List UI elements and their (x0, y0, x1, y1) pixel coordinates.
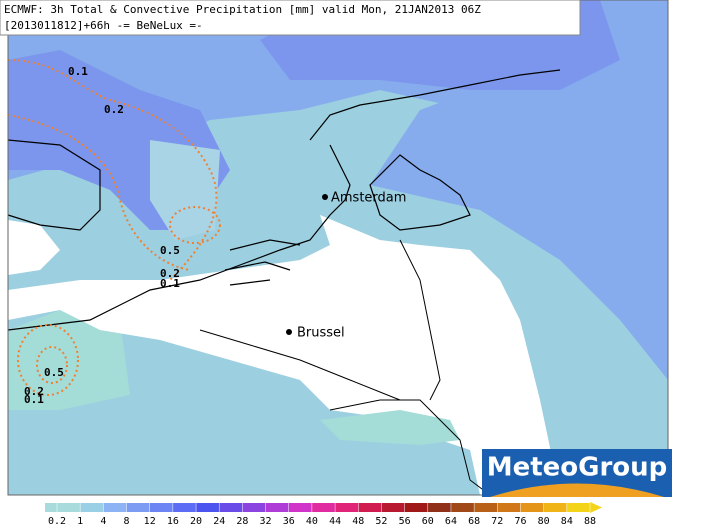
border (199, 239, 491, 496)
precip-cyan (320, 410, 460, 445)
colorbar-label: 32 (260, 516, 272, 527)
coastline (369, 154, 471, 231)
colorbar-bin (450, 503, 475, 512)
contour-label: 0.1 (68, 65, 88, 78)
colorbar-label: 36 (283, 516, 295, 527)
colorbar-bin (57, 503, 81, 512)
contour-label: 0.5 (160, 244, 180, 257)
colorbar-arrow (590, 502, 602, 513)
coastlines (7, 69, 561, 496)
contour-label: 0.1 (160, 277, 180, 290)
colorbar-label: 0.2 (48, 516, 66, 527)
colorbar-label: 68 (468, 516, 480, 527)
land-white (8, 220, 60, 275)
colorbar-bin (358, 503, 382, 512)
colorbar-bin (126, 503, 151, 512)
colorbar-label: 48 (352, 516, 364, 527)
colorbar-bin (288, 503, 313, 512)
colorbar-bin (404, 503, 429, 512)
contour-label: 0.1 (24, 393, 44, 406)
colorbar-label: 12 (144, 516, 156, 527)
header-box (0, 0, 581, 36)
logo-arc (490, 483, 664, 497)
city-dot (322, 194, 328, 200)
colorbar-label: 52 (375, 516, 387, 527)
colorbar-label: 8 (124, 516, 130, 527)
contours (7, 59, 221, 396)
colorbar-bin (311, 503, 336, 512)
colorbar-bin (335, 503, 359, 512)
coastline (7, 69, 561, 331)
map-frame (7, 0, 669, 496)
colorbar-bin (149, 503, 174, 512)
colorbar-bin (381, 503, 406, 512)
header-title: ECMWF: 3h Total & Convective Precipitati… (4, 3, 481, 16)
contour-label: 0.2 (24, 385, 44, 398)
colorbar-label: 76 (514, 516, 526, 527)
colorbar-bin (427, 503, 452, 512)
colorbar-label: 1 (77, 516, 83, 527)
colorbar-bin (172, 503, 197, 512)
colorbar-bin (196, 503, 220, 512)
contour (17, 324, 79, 396)
colorbar-bin (566, 503, 591, 512)
colorbar-label: 16 (167, 516, 179, 527)
colorbar-bin (242, 503, 267, 512)
colorbar-label: 40 (306, 516, 318, 527)
colorbar-label: 28 (236, 516, 248, 527)
header-subtitle: [2013011812]+66h -= BeNeLux =- (4, 19, 203, 32)
colorbar-label: 88 (584, 516, 596, 527)
city-dot (286, 329, 292, 335)
colorbar-label: 64 (445, 516, 457, 527)
contour (7, 59, 218, 281)
colorbar-bin (80, 503, 104, 512)
colorbar-bin (103, 503, 128, 512)
colorbar-label: 20 (190, 516, 202, 527)
colorbar-bin (219, 503, 243, 512)
colorbar-bin (265, 503, 290, 512)
colorbar-label: 24 (213, 516, 225, 527)
contour-label: 0.2 (160, 267, 180, 280)
city-label: Amsterdam (331, 191, 406, 206)
colorbar-label: 72 (491, 516, 503, 527)
precip-light (150, 140, 220, 240)
coastline (7, 139, 101, 231)
colorbar-label: 56 (399, 516, 411, 527)
colorbar-label: 4 (100, 516, 106, 527)
colorbar-label: 60 (422, 516, 434, 527)
contour-labels: 0.1 0.2 0.5 0.2 0.1 0.5 0.2 0.1 (24, 65, 180, 406)
colorbar-bin (520, 503, 545, 512)
colorbar-label: 80 (538, 516, 550, 527)
colorbar-label: 44 (329, 516, 341, 527)
colorbar-bin (543, 503, 568, 512)
contour-label: 0.2 (104, 103, 124, 116)
colorbar-label: 84 (561, 516, 573, 527)
precip-mid (370, 80, 668, 380)
precip-cyan (8, 310, 130, 410)
coastline (224, 239, 301, 286)
colorbar: 0.2 1 4 8 12 16 20 24 28 32 36 40 44 48 52 56 60 64 68 72 76… (45, 502, 602, 527)
contour-label: 0.5 (44, 366, 64, 379)
logo-text: MeteoGroup (487, 453, 668, 483)
colorbar-bin (497, 503, 521, 512)
contour (169, 206, 221, 244)
city-label: Brussel (297, 326, 345, 341)
logo: MeteoGroup (482, 449, 672, 497)
colorbar-start (45, 503, 57, 512)
contour (36, 346, 68, 384)
colorbar-bin (474, 503, 498, 512)
